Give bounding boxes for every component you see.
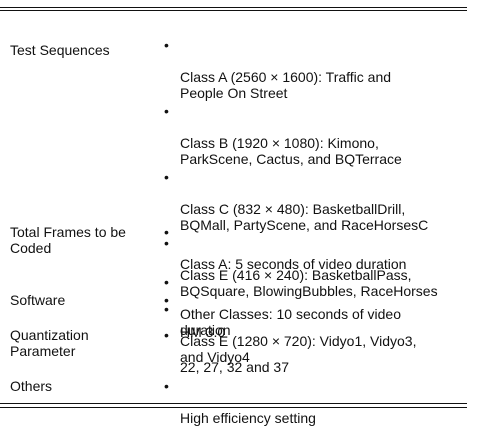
row-label: Software [10, 292, 66, 308]
row-label: Quantization Parameter [10, 327, 89, 359]
list-item: • Class A (2560 × 1600): Traffic and Peo… [0, 37, 470, 101]
bottom-rule [0, 403, 467, 404]
list-item: • Class B (1920 × 1080): Kimono, ParkSce… [0, 103, 470, 167]
list-item-text: Class A (2560 × 1600): Traffic and Peopl… [180, 69, 392, 101]
bullet: • [164, 37, 169, 53]
bullet: • [164, 301, 169, 317]
row-label: Others [10, 378, 53, 394]
bullet: • [164, 274, 169, 290]
bullet: • [164, 327, 169, 343]
bullet: • [164, 378, 169, 394]
row-items: • Class A (2560 × 1600): Traffic and Peo… [0, 37, 470, 365]
list-item-text: Class E (1280 × 720): Vidyo1, Vidyo3, an… [180, 333, 417, 365]
list-item-text: HM 3.0 [180, 324, 226, 340]
list-item-text: Class A: 5 seconds of video duration [180, 256, 407, 272]
list-item: • High efficiency setting [0, 378, 470, 426]
list-item: • Class E (1280 × 720): Vidyo1, Vidyo3, … [0, 301, 470, 365]
bullet: • [164, 169, 169, 185]
bullet: • [164, 292, 169, 308]
list-item-text: Class B (1920 × 1080): Kimono, ParkScene… [180, 135, 402, 167]
bullet: • [164, 103, 169, 119]
list-item-text: Class C (832 × 480): BasketballDrill, BQ… [180, 201, 429, 233]
top-rule-inner [0, 10, 467, 11]
list-item: • Class A: 5 seconds of video duration [0, 224, 470, 272]
bottom-rule-inner [0, 407, 467, 408]
list-item: • 22, 27, 32 and 37 [0, 327, 470, 375]
row-items: • Class A: 5 seconds of video duration •… [0, 224, 470, 338]
row-label: Total Frames to be Coded [10, 224, 126, 256]
list-item: • HM 3.0 [0, 292, 470, 340]
list-item-text: Other Classes: 10 seconds of video durat… [180, 306, 402, 338]
list-item: • Class C (832 × 480): BasketballDrill, … [0, 169, 470, 233]
top-rule [0, 7, 467, 8]
list-item-text: High efficiency setting [180, 410, 316, 426]
row-items: • HM 3.0 [0, 292, 470, 340]
bullet: • [164, 235, 169, 251]
bullet: • [164, 224, 169, 240]
row-items: • 22, 27, 32 and 37 [0, 327, 470, 375]
list-item-text: 22, 27, 32 and 37 [180, 359, 289, 375]
list-item: • Class E (416 × 240): BasketballPass, B… [0, 235, 470, 299]
list-item: • Other Classes: 10 seconds of video dur… [0, 274, 470, 338]
row-label: Test Sequences [10, 42, 110, 58]
row-items: • High efficiency setting [0, 378, 470, 426]
list-item-text: Class E (416 × 240): BasketballPass, BQS… [180, 267, 438, 299]
